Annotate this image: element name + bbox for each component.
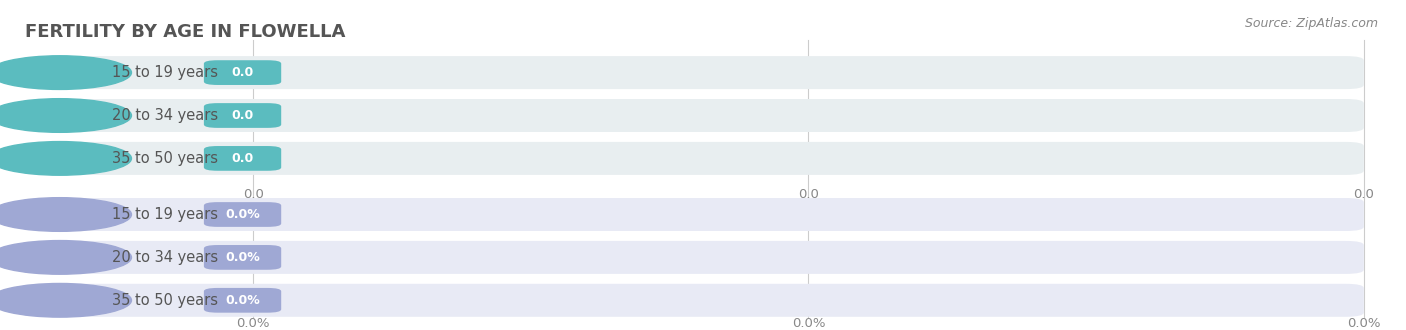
Text: 0.0%: 0.0% xyxy=(225,251,260,264)
Text: FERTILITY BY AGE IN FLOWELLA: FERTILITY BY AGE IN FLOWELLA xyxy=(25,23,346,41)
Text: 0.0: 0.0 xyxy=(799,188,818,201)
Text: 0.0%: 0.0% xyxy=(792,317,825,330)
Text: 20 to 34 years: 20 to 34 years xyxy=(112,250,218,265)
Text: 15 to 19 years: 15 to 19 years xyxy=(112,207,218,222)
Circle shape xyxy=(0,56,132,89)
Text: 0.0: 0.0 xyxy=(232,109,253,122)
Text: 20 to 34 years: 20 to 34 years xyxy=(112,108,218,123)
Text: 0.0%: 0.0% xyxy=(225,208,260,221)
Text: 0.0%: 0.0% xyxy=(1347,317,1381,330)
FancyBboxPatch shape xyxy=(21,142,1364,175)
FancyBboxPatch shape xyxy=(204,288,281,313)
Circle shape xyxy=(0,198,132,231)
FancyBboxPatch shape xyxy=(204,146,281,171)
Text: Source: ZipAtlas.com: Source: ZipAtlas.com xyxy=(1244,16,1378,29)
Text: 0.0%: 0.0% xyxy=(225,294,260,307)
FancyBboxPatch shape xyxy=(21,241,1364,274)
Text: 0.0%: 0.0% xyxy=(236,317,270,330)
Text: 0.0: 0.0 xyxy=(1354,188,1374,201)
Text: 35 to 50 years: 35 to 50 years xyxy=(112,151,218,166)
Text: 15 to 19 years: 15 to 19 years xyxy=(112,65,218,80)
FancyBboxPatch shape xyxy=(21,284,1364,317)
FancyBboxPatch shape xyxy=(204,245,281,270)
Text: 0.0: 0.0 xyxy=(243,188,263,201)
Circle shape xyxy=(0,142,132,175)
Circle shape xyxy=(0,283,132,317)
Text: 0.0: 0.0 xyxy=(232,152,253,165)
Text: 0.0: 0.0 xyxy=(232,66,253,79)
FancyBboxPatch shape xyxy=(21,99,1364,132)
Text: 35 to 50 years: 35 to 50 years xyxy=(112,293,218,308)
FancyBboxPatch shape xyxy=(21,56,1364,89)
Circle shape xyxy=(0,99,132,132)
FancyBboxPatch shape xyxy=(204,202,281,227)
FancyBboxPatch shape xyxy=(204,103,281,128)
FancyBboxPatch shape xyxy=(21,198,1364,231)
Circle shape xyxy=(0,241,132,274)
FancyBboxPatch shape xyxy=(204,60,281,85)
